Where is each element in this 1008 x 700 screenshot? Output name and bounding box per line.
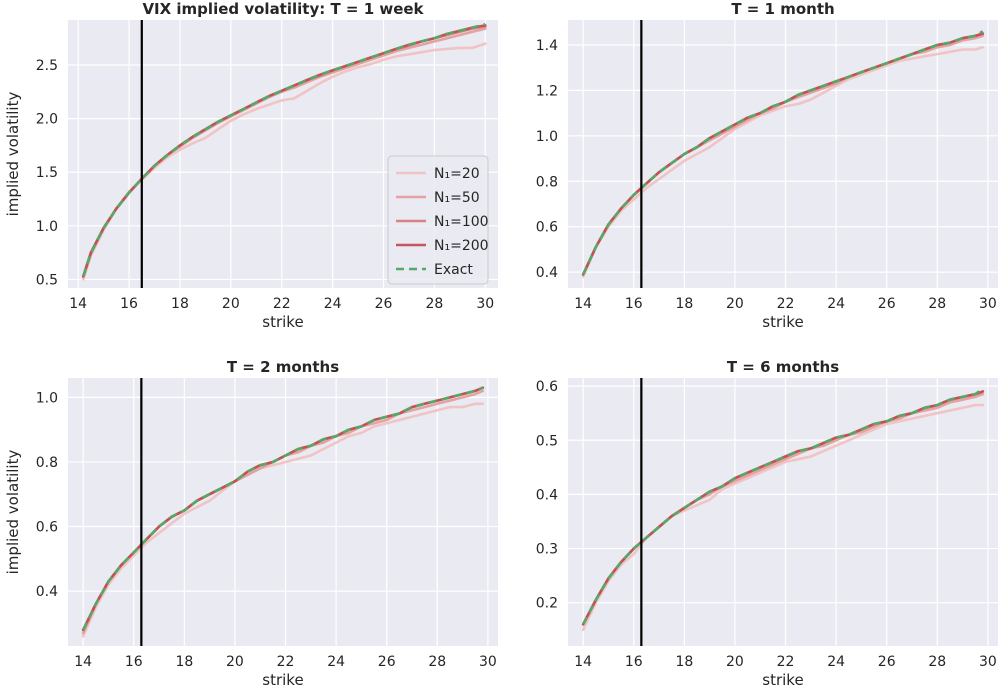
y-tick-label: 2.5 (36, 58, 58, 74)
series-line-5 (582, 30, 984, 275)
chart-title: T = 1 month (731, 0, 834, 18)
x-tick-label: 18 (675, 296, 693, 312)
legend-label: N₁=100 (434, 214, 489, 230)
legend-label: Exact (434, 262, 473, 278)
plot-area (68, 378, 498, 646)
x-tick-label: 28 (428, 654, 446, 670)
x-tick-label: 26 (878, 296, 896, 312)
y-tick-label: 0.3 (536, 542, 558, 558)
x-axis-label: strike (762, 671, 803, 689)
x-tick-label: 18 (175, 654, 193, 670)
series-group (581, 30, 985, 278)
y-tick-label: 0.4 (36, 584, 58, 600)
x-tick-label: 22 (277, 654, 295, 670)
y-tick-label: 0.8 (536, 174, 558, 190)
legend-label: N₁=50 (434, 190, 480, 206)
y-tick-label: 0.4 (536, 265, 558, 281)
legend: N₁=20 N₁=50 N₁=100 N₁=200 Exact (387, 155, 489, 285)
y-tick-label: 1.4 (536, 38, 558, 54)
x-tick-label: 16 (125, 654, 143, 670)
chart-panel-1: 14 16 18 20 22 24 26 28 30 0.5 1.0 1.5 2.0 2.5 strike i… (4, 0, 498, 331)
series-group (81, 386, 485, 638)
chart-title: T = 6 months (727, 358, 839, 376)
x-tick-label: 26 (378, 654, 396, 670)
y-axis-label: implied volatility (4, 92, 22, 217)
x-tick-label: 30 (476, 296, 494, 312)
x-tick-label: 24 (827, 654, 845, 670)
series-group (82, 23, 487, 281)
y-tick-label: 1.0 (36, 219, 58, 235)
legend-box (387, 155, 489, 285)
x-tick-label: 14 (574, 296, 592, 312)
series-group (581, 387, 985, 632)
x-tick-label: 22 (273, 296, 291, 312)
chart-title: T = 2 months (227, 358, 339, 376)
x-tick-label: 14 (69, 296, 87, 312)
y-tick-label: 0.6 (536, 220, 558, 236)
y-tick-label: 0.5 (536, 433, 558, 449)
x-tick-label: 16 (625, 654, 643, 670)
y-tick-label: 0.8 (36, 455, 58, 471)
x-tick-label: 20 (222, 296, 240, 312)
chart-panel-4: 14 16 18 20 22 24 26 28 30 0.2 0.3 0.4 0.5 0.6 strike T… (536, 358, 998, 689)
y-tick-label: 1.2 (536, 83, 558, 99)
x-tick-label: 30 (979, 296, 997, 312)
legend-label: N₁=20 (434, 166, 480, 182)
x-tick-label: 24 (324, 296, 342, 312)
x-axis-label: strike (262, 671, 303, 689)
x-tick-label: 16 (120, 296, 138, 312)
y-tick-label: 1.0 (36, 390, 58, 406)
x-tick-label: 28 (425, 296, 443, 312)
x-axis-label: strike (262, 313, 303, 331)
series-line-4 (581, 390, 985, 626)
y-tick-label: 1.5 (36, 165, 58, 181)
plot-area (568, 20, 998, 288)
x-axis-label: strike (762, 313, 803, 331)
chart-title: VIX implied volatility: T = 1 week (142, 0, 424, 18)
x-tick-label: 22 (777, 654, 795, 670)
y-tick-label: 0.2 (536, 596, 558, 612)
x-tick-label: 24 (327, 654, 345, 670)
x-tick-label: 18 (171, 296, 189, 312)
x-tick-label: 20 (726, 296, 744, 312)
y-tick-label: 0.6 (36, 520, 58, 536)
x-tick-label: 28 (928, 654, 946, 670)
x-tick-label: 30 (479, 654, 497, 670)
y-tick-label: 0.6 (536, 379, 558, 395)
series-line-1 (581, 46, 985, 278)
y-tick-label: 1.0 (536, 129, 558, 145)
x-tick-label: 20 (226, 654, 244, 670)
x-tick-label: 20 (726, 654, 744, 670)
series-line-5 (82, 386, 484, 631)
x-tick-label: 16 (625, 296, 643, 312)
x-tick-label: 14 (574, 654, 592, 670)
chart-panel-3: 14 16 18 20 22 24 26 28 30 0.4 0.6 0.8 1.0 strike impl… (4, 358, 498, 689)
x-tick-label: 22 (777, 296, 795, 312)
x-tick-label: 28 (928, 296, 946, 312)
series-line-5 (82, 23, 486, 277)
x-tick-label: 30 (979, 654, 997, 670)
series-line-1 (81, 402, 485, 638)
x-tick-label: 18 (675, 654, 693, 670)
legend-label: N₁=200 (434, 238, 489, 254)
y-tick-label: 0.5 (36, 272, 58, 288)
y-axis-label: implied volatility (4, 450, 22, 575)
y-tick-label: 0.4 (536, 487, 558, 503)
plot-area (568, 378, 998, 646)
y-tick-label: 2.0 (36, 112, 58, 128)
x-tick-label: 26 (878, 654, 896, 670)
x-tick-label: 26 (375, 296, 393, 312)
x-tick-label: 14 (74, 654, 92, 670)
x-tick-label: 24 (827, 296, 845, 312)
chart-panel-2: 14 16 18 20 22 24 26 28 30 0.4 0.6 0.8 1.0 1.2 1.4 stri… (536, 0, 998, 331)
